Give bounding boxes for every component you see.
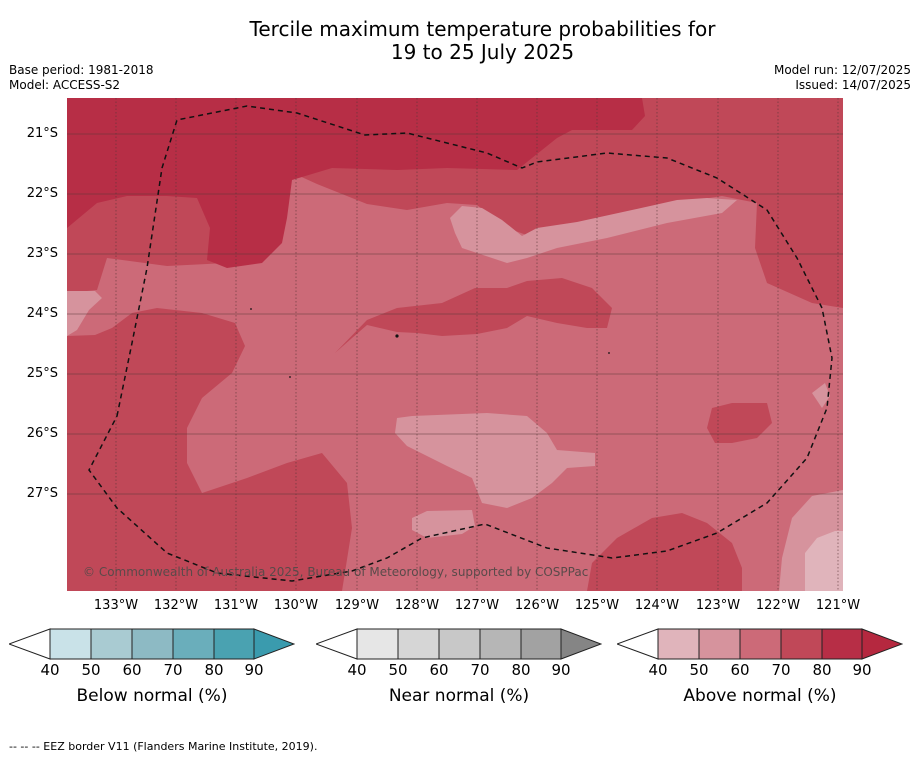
colorbar-above-normal-lower-extend	[617, 628, 659, 660]
lon-label-123w: 123°W	[695, 598, 741, 613]
colorbar-tick: 70	[163, 661, 183, 679]
colorbar-near-normal: 40 50 60 70 80 90 Near normal (%)	[316, 628, 602, 706]
colorbar-above-normal-bin-80	[780, 628, 823, 660]
island-markers	[250, 308, 610, 378]
copyright-text: © Commonwealth of Australia 2025, Bureau…	[83, 565, 589, 579]
latitude-gridlines	[67, 133, 843, 495]
colorbar-tick: 70	[470, 661, 490, 679]
lat-label-22s: 22°S	[26, 186, 58, 201]
colorbar-near-normal-bin-90	[520, 628, 562, 660]
map-canvas	[67, 98, 843, 591]
colorbar-below-normal-swatches	[9, 628, 295, 660]
region-above-60-left	[67, 291, 102, 336]
colorbar-near-normal-lower-extend	[316, 628, 358, 660]
meta-left: Base period: 1981-2018 Model: ACCESS-S2	[9, 63, 154, 93]
region-above-80-southwest	[67, 308, 352, 591]
region-above-60-middle	[395, 413, 595, 508]
colorbar-above-normal-swatches	[617, 628, 903, 660]
model-run: Model run: 12/07/2025	[773, 63, 911, 77]
longitude-gridlines	[115, 98, 839, 591]
meta-right: Model run: 12/07/2025 Issued: 14/07/2025	[774, 63, 911, 93]
colorbar-tick: 90	[551, 661, 571, 679]
lon-label-131w: 131°W	[213, 598, 259, 613]
colorbar-above-normal-bin-50	[657, 628, 700, 660]
lat-label-24s: 24°S	[26, 306, 58, 321]
lon-label-127w: 127°W	[454, 598, 500, 613]
region-above-60-lower	[412, 510, 475, 538]
map-title-line-1: Tercile maximum temperature probabilitie…	[249, 17, 716, 41]
lon-label-130w: 130°W	[273, 598, 319, 613]
lon-label-124w: 124°W	[634, 598, 680, 613]
colorbar-near-normal-upper-extend	[560, 628, 602, 660]
colorbar-tick: 80	[511, 661, 531, 679]
colorbar-above-normal-upper-extend	[861, 628, 903, 660]
eez-border	[88, 105, 833, 582]
colorbar-above-normal: 40 50 60 70 80 90 Above normal (%)	[617, 628, 903, 706]
colorbar-tick: 40	[648, 661, 668, 679]
region-above-60-east-tiny	[812, 383, 830, 408]
colorbar-tick: 50	[388, 661, 408, 679]
colorbar-tick: 80	[204, 661, 224, 679]
colorbar-tick: 50	[689, 661, 709, 679]
map-title-line-2: 19 to 25 July 2025	[390, 40, 575, 64]
colorbar-tick: 50	[81, 661, 101, 679]
colorbar-tick: 80	[812, 661, 832, 679]
colorbar-tick: 90	[852, 661, 872, 679]
colorbar-near-normal-bin-70	[438, 628, 481, 660]
lat-label-26s: 26°S	[26, 426, 58, 441]
colorbar-tick: 40	[347, 661, 367, 679]
colorbar-near-normal-label: Near normal (%)	[388, 686, 530, 706]
colorbar-tick: 60	[122, 661, 142, 679]
colorbar-near-normal-bin-60	[397, 628, 440, 660]
lon-label-126w: 126°W	[514, 598, 560, 613]
model-name: Model: ACCESS-S2	[9, 78, 121, 92]
lon-label-122w: 122°W	[755, 598, 801, 613]
colorbar-below-normal-upper-extend	[253, 628, 295, 660]
lon-label-133w: 133°W	[93, 598, 139, 613]
colorbar-tick: 40	[40, 661, 60, 679]
lat-label-23s: 23°S	[26, 246, 58, 261]
colorbar-above-normal-bin-60	[698, 628, 741, 660]
colorbar-below-normal-bin-80	[172, 628, 215, 660]
base-period: Base period: 1981-2018	[9, 63, 154, 77]
colorbar-near-normal-bin-80	[479, 628, 522, 660]
colorbar-below-normal-label: Below normal (%)	[76, 686, 228, 706]
colorbar-tick: 60	[730, 661, 750, 679]
colorbar-near-normal-swatches	[316, 628, 602, 660]
region-above-80-center	[335, 278, 612, 353]
issued-date: Issued: 14/07/2025	[795, 78, 911, 92]
colorbar-above-normal-bin-90	[821, 628, 863, 660]
colorbar-below-normal: 40 50 60 70 80 90 Below normal (%)	[9, 628, 295, 706]
eez-legend-note: -- -- -- EEZ border V11 (Flanders Marine…	[9, 740, 318, 753]
colorbar-below-normal-bin-60	[90, 628, 133, 660]
region-above-90-north	[67, 98, 645, 268]
lon-label-128w: 128°W	[394, 598, 440, 613]
lon-label-132w: 132°W	[153, 598, 199, 613]
map-title: Tercile maximum temperature probabilitie…	[0, 18, 919, 64]
lat-label-27s: 27°S	[26, 486, 58, 501]
colorbar-above-normal-label: Above normal (%)	[683, 686, 837, 706]
region-above-50-southeast	[805, 531, 843, 591]
colorbar-tick: 60	[429, 661, 449, 679]
lon-label-125w: 125°W	[574, 598, 620, 613]
probability-map: © Commonwealth of Australia 2025, Bureau…	[67, 98, 843, 591]
region-above-60-top	[450, 198, 737, 263]
colorbar-tick: 70	[771, 661, 791, 679]
lat-label-21s: 21°S	[26, 126, 58, 141]
colorbar-above-normal-bin-70	[739, 628, 782, 660]
colorbar-below-normal-lower-extend	[9, 628, 51, 660]
colorbar-tick: 90	[244, 661, 264, 679]
colorbar-near-normal-bin-50	[356, 628, 399, 660]
lon-label-121w: 121°W	[815, 598, 861, 613]
colorbar-below-normal-bin-90	[213, 628, 255, 660]
lon-label-129w: 129°W	[334, 598, 380, 613]
lat-label-25s: 25°S	[26, 366, 58, 381]
colorbar-below-normal-bin-50	[49, 628, 92, 660]
colorbar-below-normal-bin-70	[131, 628, 174, 660]
region-above-80-east-patch	[707, 403, 772, 443]
